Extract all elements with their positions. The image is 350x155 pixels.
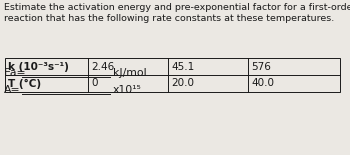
- Text: 2.46: 2.46: [91, 62, 114, 71]
- Text: k (10⁻³s⁻¹): k (10⁻³s⁻¹): [8, 62, 69, 71]
- Text: 45.1: 45.1: [171, 62, 194, 71]
- Text: Estimate the activation energy and pre-exponential factor for a first-order deco: Estimate the activation energy and pre-e…: [4, 3, 350, 12]
- Text: Ea=: Ea=: [4, 68, 27, 78]
- Text: 0: 0: [91, 78, 98, 89]
- Text: T (°C): T (°C): [8, 78, 41, 89]
- Bar: [5, 58, 340, 92]
- Text: reaction that has the following rate constants at these temperatures.: reaction that has the following rate con…: [4, 14, 334, 23]
- Text: A=: A=: [4, 85, 21, 95]
- Text: kJ/mol: kJ/mol: [113, 68, 147, 78]
- Text: x10¹⁵: x10¹⁵: [113, 85, 142, 95]
- Text: 576: 576: [251, 62, 271, 71]
- Text: 40.0: 40.0: [251, 78, 274, 89]
- Text: 20.0: 20.0: [171, 78, 194, 89]
